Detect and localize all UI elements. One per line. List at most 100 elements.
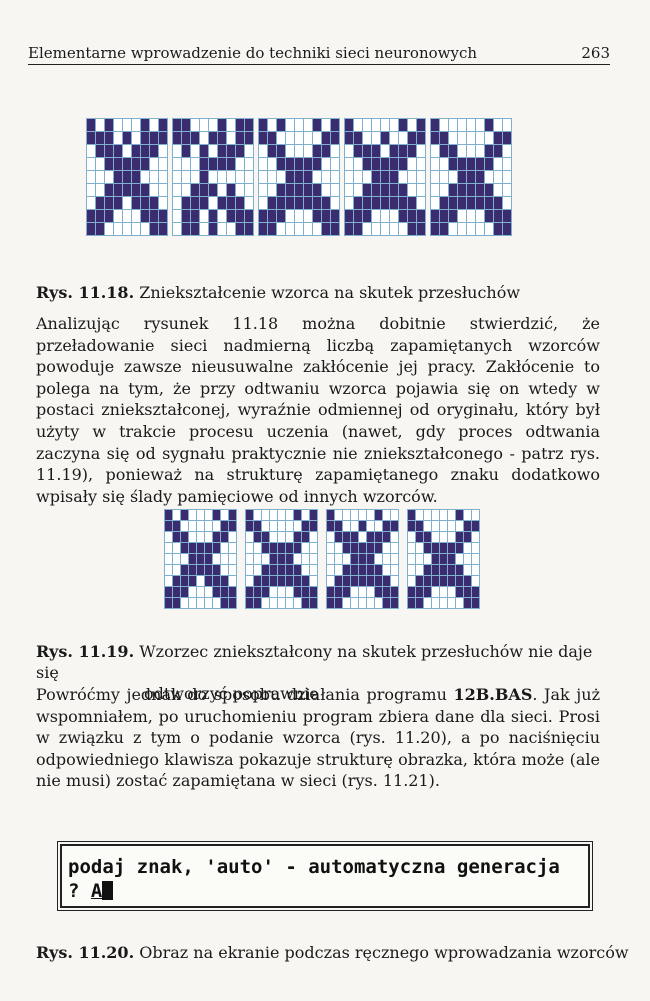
pixel-on <box>310 510 317 520</box>
pattern-grid <box>258 118 340 236</box>
pixel-on <box>114 184 122 196</box>
pixel-off <box>246 576 253 586</box>
pixel-off <box>270 532 277 542</box>
pixel-off <box>331 145 339 157</box>
pixel-off <box>383 510 390 520</box>
pixel-off <box>205 521 212 531</box>
pixel-on <box>262 543 269 553</box>
pixel-off <box>313 171 321 183</box>
body-paragraph-2: Powróćmy jednak do sposobu działania pro… <box>36 684 600 792</box>
pixel-on <box>331 119 339 131</box>
pixel-on <box>351 532 358 542</box>
pixel-on <box>236 119 244 131</box>
pixel-off <box>494 158 502 170</box>
pixel-on <box>494 197 502 209</box>
pixel-on <box>485 158 493 170</box>
pixel-on <box>416 532 423 542</box>
pixel-on <box>485 145 493 157</box>
pixel-off <box>205 598 212 608</box>
pixel-on <box>205 554 212 564</box>
pixel-on <box>431 119 439 131</box>
pixel-off <box>213 598 220 608</box>
pixel-off <box>173 184 181 196</box>
pixel-on <box>408 210 416 222</box>
pixel-on <box>503 210 511 222</box>
pixel-on <box>132 171 140 183</box>
pixel-on <box>381 184 389 196</box>
pixel-off <box>464 543 471 553</box>
pixel-off <box>476 223 484 235</box>
pixel-on <box>191 184 199 196</box>
pixel-off <box>390 119 398 131</box>
pixel-on <box>295 171 303 183</box>
terminal-input-line: ? A <box>68 880 114 902</box>
pixel-on <box>200 145 208 157</box>
pixel-off <box>431 158 439 170</box>
pixel-off <box>270 521 277 531</box>
pixel-off <box>245 145 253 157</box>
pixel-on <box>456 532 463 542</box>
pixel-off <box>209 145 217 157</box>
pixel-on <box>372 145 380 157</box>
pixel-on <box>141 132 149 144</box>
pixel-on <box>259 132 267 144</box>
pixel-on <box>359 543 366 553</box>
pixel-off <box>286 598 293 608</box>
pixel-on <box>277 145 285 157</box>
pixel-off <box>294 598 301 608</box>
pixel-on <box>408 197 416 209</box>
pixel-on <box>197 565 204 575</box>
pixel-on <box>182 119 190 131</box>
pixel-on <box>485 210 493 222</box>
pixel-on <box>322 210 330 222</box>
pixel-on <box>191 197 199 209</box>
pixel-off <box>295 210 303 222</box>
pixel-on <box>262 565 269 575</box>
pixel-off <box>391 532 398 542</box>
pixel-on <box>302 587 309 597</box>
pixel-on <box>205 565 212 575</box>
caption-text-continued: odtworzyć poprawnie <box>144 684 319 703</box>
pixel-on <box>181 565 188 575</box>
pixel-off <box>173 210 181 222</box>
pixel-off <box>197 598 204 608</box>
pixel-off <box>189 598 196 608</box>
pixel-on <box>417 119 425 131</box>
pixel-on <box>372 197 380 209</box>
caption-number: Rys. 11.18. <box>36 283 135 302</box>
pixel-on <box>448 554 455 564</box>
pixel-on <box>417 132 425 144</box>
pixel-off <box>165 554 172 564</box>
pattern-grid <box>86 118 168 236</box>
pixel-on <box>227 184 235 196</box>
pixel-on <box>189 565 196 575</box>
pixel-off <box>245 197 253 209</box>
pixel-off <box>351 521 358 531</box>
pattern-grid <box>245 509 318 609</box>
pixel-on <box>416 521 423 531</box>
pixel-on <box>494 145 502 157</box>
pixel-off <box>173 554 180 564</box>
pixel-on <box>399 158 407 170</box>
pixel-off <box>359 598 366 608</box>
pixel-off <box>229 532 236 542</box>
pixel-off <box>114 223 122 235</box>
pixel-off <box>503 171 511 183</box>
pixel-off <box>205 587 212 597</box>
pixel-on <box>503 223 511 235</box>
pixel-on <box>464 587 471 597</box>
pixel-off <box>218 184 226 196</box>
pixel-off <box>229 576 236 586</box>
pixel-off <box>173 510 180 520</box>
pixel-off <box>114 119 122 131</box>
pixel-off <box>105 171 113 183</box>
pixel-off <box>363 119 371 131</box>
pixel-on <box>96 197 104 209</box>
pixel-off <box>254 543 261 553</box>
pixel-on <box>286 543 293 553</box>
pixel-off <box>375 521 382 531</box>
pixel-off <box>123 223 131 235</box>
pixel-off <box>87 145 95 157</box>
pixel-off <box>197 510 204 520</box>
pixel-on <box>367 565 374 575</box>
